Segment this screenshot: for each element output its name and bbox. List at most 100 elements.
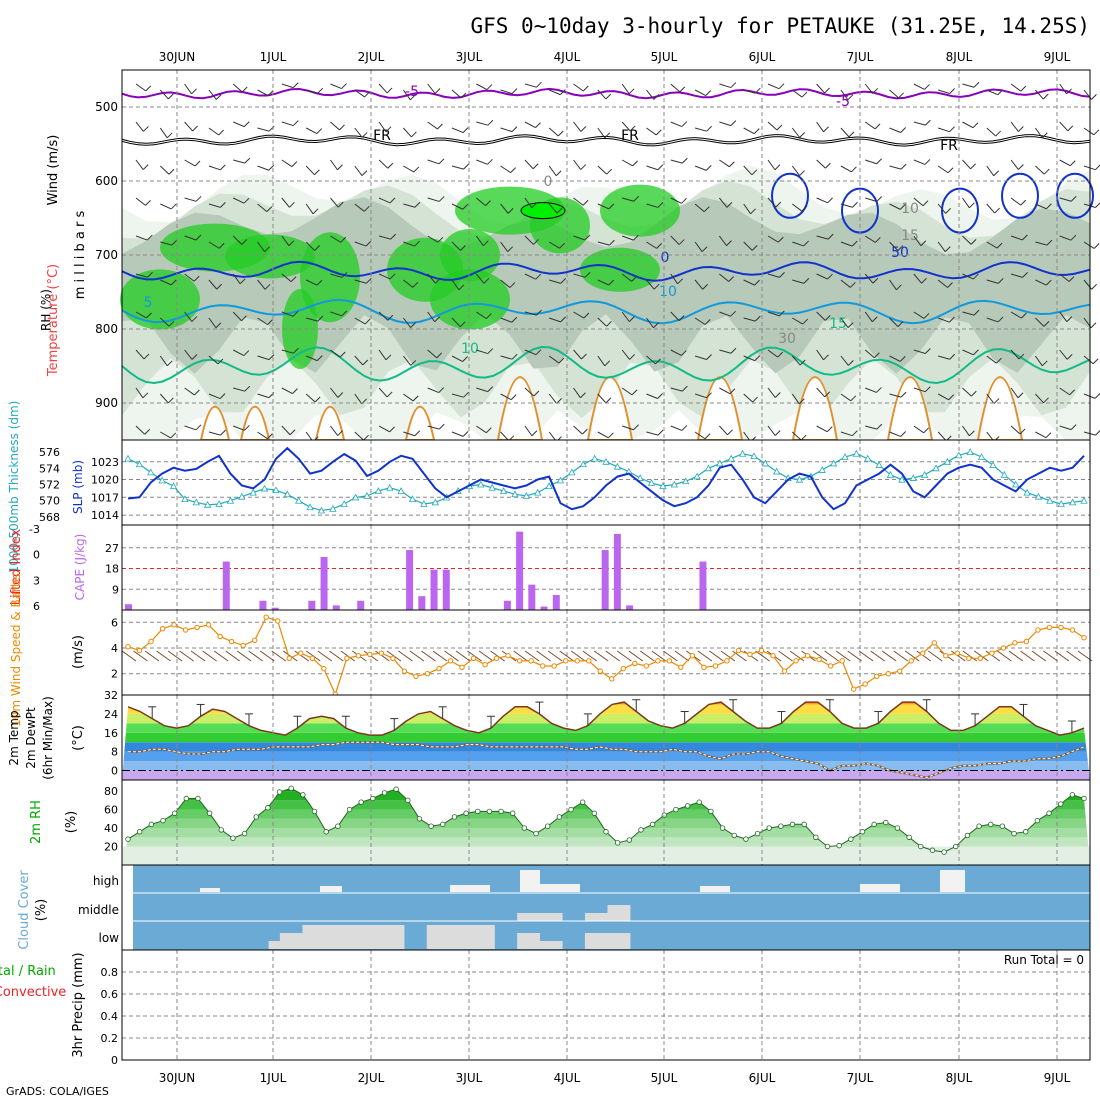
wind-barb (670, 311, 680, 321)
rh2m-point (323, 829, 329, 835)
wind-barb-feather (679, 86, 686, 93)
thickness-point (932, 464, 940, 472)
wind-barb-feather (215, 94, 222, 100)
wind-barb (548, 165, 557, 177)
wind-barb (621, 273, 632, 282)
cloud-bar (449, 925, 461, 949)
wind-barb-feather (608, 203, 615, 210)
wind-barb-feather (803, 277, 810, 284)
date-label-bottom: 5JUL (651, 1071, 678, 1085)
wind-barb-feather (922, 200, 929, 207)
wind10-point (678, 664, 684, 670)
cloud-bar (539, 913, 552, 921)
wind-barb-feather (194, 389, 200, 396)
wind-barb (500, 89, 513, 95)
wind-barb-feather (389, 426, 395, 433)
wind-barb (208, 241, 220, 249)
temp2m-panel: 0 8 16 24 32 (104, 689, 1091, 781)
wind-barb (670, 83, 681, 93)
pressure-tick: 900 (95, 396, 118, 410)
thickness-point (590, 454, 599, 462)
wind-barb (573, 83, 584, 92)
wind-barb-feather (387, 314, 394, 321)
wind-barb (962, 311, 975, 316)
wind-barb-feather (728, 161, 735, 168)
wind-barb-feather (535, 122, 541, 128)
wind-barb (330, 311, 342, 317)
wind-barb-feather (897, 321, 904, 327)
wind-barb (451, 431, 464, 437)
thickness-point (1068, 498, 1077, 506)
cape-bar (601, 550, 609, 610)
thickness-point (556, 476, 565, 484)
wind-barb (330, 159, 338, 171)
slp-thickness-panel: 1014 1017 1020 1023 568 570 572 574 576 (39, 439, 1091, 526)
lifted-tick: 3 (33, 574, 40, 587)
date-label-bottom: 3JUL (456, 1071, 483, 1085)
wind10-point (966, 655, 972, 661)
wind-barb (354, 89, 365, 98)
cloud-bar (596, 933, 608, 949)
wind-barb (767, 349, 778, 358)
rh2m-point (370, 795, 376, 802)
wind-barb-feather (166, 360, 173, 367)
wind-barb (135, 273, 148, 278)
thickness-point (579, 460, 587, 468)
wind-barb-feather (292, 82, 299, 88)
wind-barb (719, 273, 730, 282)
wind-barb-feather (1041, 360, 1048, 367)
wind-barb-feather (1045, 432, 1052, 439)
wind10-point (251, 637, 258, 643)
wind-barb (938, 355, 950, 360)
wind-barb-feather (752, 396, 758, 403)
wind-barb (913, 83, 925, 90)
wind-barb-feather (823, 126, 829, 133)
wind-barb (524, 387, 535, 397)
wind-barb-feather (462, 127, 469, 133)
wind-barb-feather (948, 394, 955, 401)
wind-barb-feather (900, 431, 907, 437)
wind-barb (475, 235, 484, 246)
wind-barb-feather (438, 423, 445, 430)
wind-barb (281, 311, 294, 317)
wind-barb-feather (241, 239, 248, 245)
wind-barb-feather (220, 202, 226, 208)
wind-barb-feather (219, 164, 226, 171)
wind-barb-feather (871, 316, 878, 323)
wind-barb-feather (215, 322, 222, 329)
wind-barb-feather (487, 158, 493, 165)
wind-barb-feather (1095, 202, 1100, 208)
wind-barb-feather (389, 273, 396, 280)
wind-barb-feather (536, 309, 542, 316)
wind10-point (873, 673, 880, 679)
wind-barb (573, 311, 585, 319)
wind-barb (427, 387, 439, 394)
run-total-label: Run Total = 0 (1004, 953, 1084, 967)
rh2m-point (568, 806, 574, 813)
freezing-level-contour-inner (121, 135, 1091, 146)
wind-barb-feather (511, 126, 518, 132)
wind-barb-feather (827, 233, 834, 240)
wind-barb (646, 355, 656, 365)
wind-barb (694, 393, 707, 399)
wind-barb (159, 355, 168, 367)
wind-barb-feather (267, 90, 274, 96)
wind-barb (767, 235, 779, 243)
wind-barb-feather (969, 202, 975, 209)
wind-barb (208, 165, 221, 171)
wind10-point (920, 650, 926, 656)
wind-barb-feather (580, 164, 587, 170)
thickness-point (477, 480, 485, 488)
temp-tick: 32 (104, 689, 118, 702)
wind-barb (548, 393, 557, 404)
wind-barb-feather (727, 429, 733, 436)
thickness-point (158, 476, 166, 484)
wind10-point (885, 671, 891, 677)
rh2m-panel: 20 40 60 80 (104, 779, 1091, 866)
rh2m-point (941, 849, 947, 855)
wind-barb-feather (143, 353, 150, 360)
wind-barb (500, 355, 513, 360)
wind-barb-feather (509, 282, 516, 288)
wind-barb-feather (607, 432, 614, 439)
temp-contour-0 (941, 187, 979, 234)
